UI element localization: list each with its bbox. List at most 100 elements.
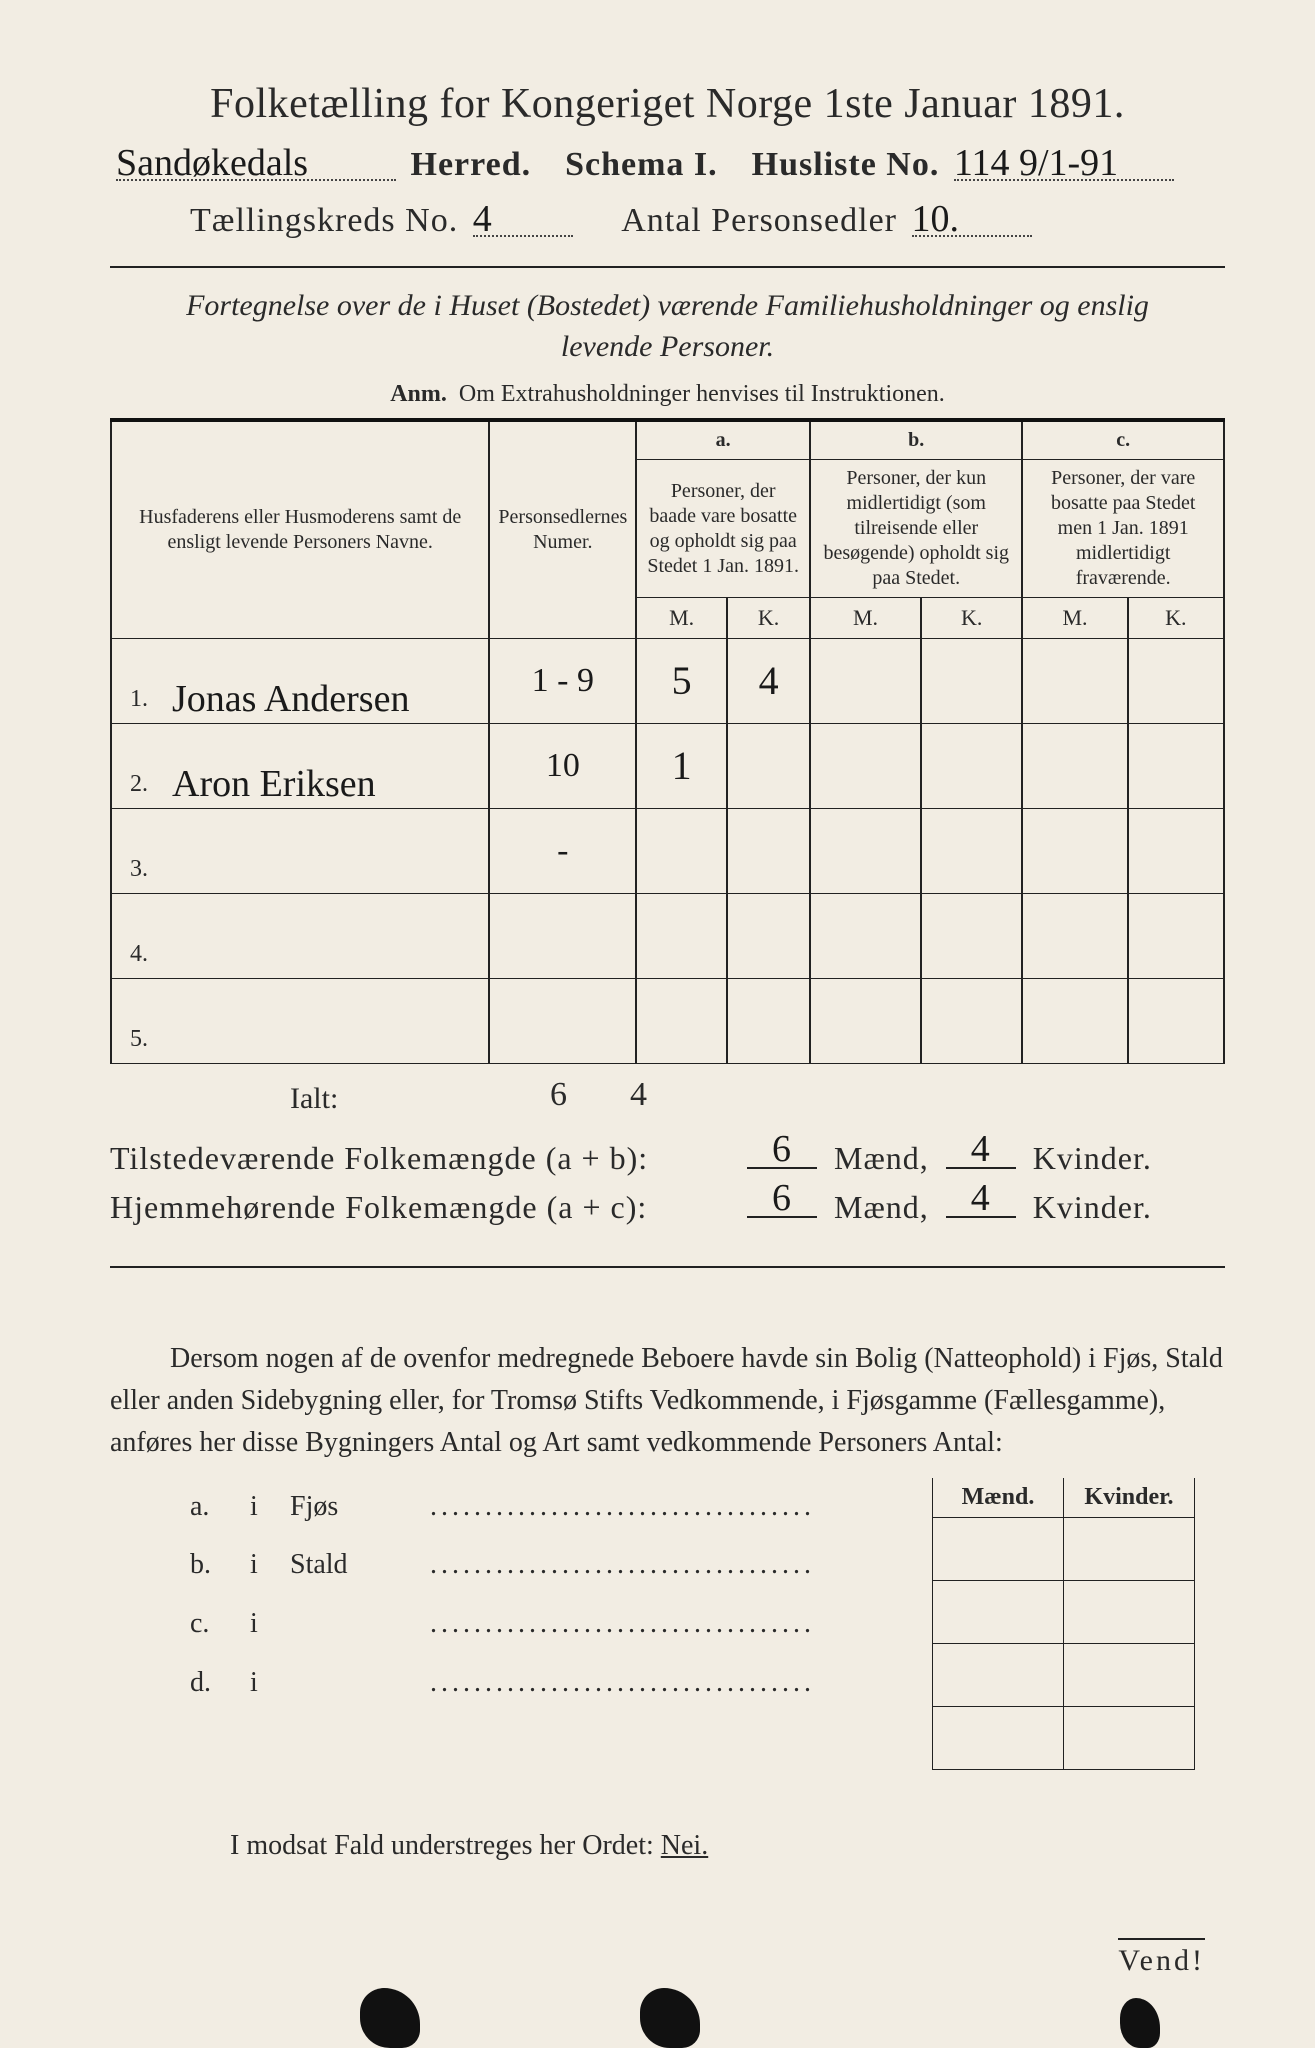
subtitle: Fortegnelse over de i Huset (Bostedet) v… xyxy=(170,286,1165,367)
row-value-cell xyxy=(810,893,921,978)
row-name-cell: 5. xyxy=(111,978,489,1063)
side-buildings-para: Dersom nogen af de ovenfor medregnede Be… xyxy=(110,1338,1225,1464)
row-value-cell xyxy=(727,723,810,808)
col-names: Husfaderens eller Husmoderens samt de en… xyxy=(111,420,489,638)
page-title: Folketælling for Kongeriget Norge 1ste J… xyxy=(110,80,1225,128)
table-row: 3.- xyxy=(111,808,1224,893)
row-value-cell xyxy=(1128,723,1224,808)
col-c-m: M. xyxy=(1022,598,1127,639)
header-line-1: Sandøkedals Herred. Schema I. Husliste N… xyxy=(110,146,1225,184)
tilstede-k: 4 xyxy=(971,1127,991,1171)
row-value-cell xyxy=(1128,978,1224,1063)
lower-list-item: b.iStald................................… xyxy=(190,1536,932,1595)
husliste-label: Husliste No. xyxy=(752,146,940,183)
row-value-cell xyxy=(1128,638,1224,723)
hjemme-label: Hjemmehørende Folkemængde (a + c): xyxy=(110,1189,730,1226)
lower-cell xyxy=(1064,1706,1195,1769)
sum-hjemme: Hjemmehørende Folkemængde (a + c): 6 Mæn… xyxy=(110,1189,1225,1226)
vend-label: Vend! xyxy=(1118,1938,1205,1978)
row-value-cell xyxy=(1022,723,1127,808)
lower-cell xyxy=(933,1643,1064,1706)
page-tear xyxy=(360,1988,420,2048)
ialt-a-k: 4 xyxy=(630,1076,647,1114)
row-value-cell xyxy=(810,808,921,893)
row-value-cell: 1 xyxy=(636,723,727,808)
row-value-cell xyxy=(727,978,810,1063)
row-value-cell xyxy=(489,978,636,1063)
sum-tilstede: Tilstedeværende Folkemængde (a + b): 6 M… xyxy=(110,1140,1225,1177)
header-line-2: Tællingskreds No. 4 Antal Personsedler 1… xyxy=(110,202,1225,240)
lower-cell xyxy=(933,1580,1064,1643)
col-a-m: M. xyxy=(636,598,727,639)
table-row: 4. xyxy=(111,893,1224,978)
maend-word: Mænd, xyxy=(834,1140,929,1176)
row-value-cell: 5 xyxy=(636,638,727,723)
row-value-cell xyxy=(921,978,1022,1063)
lower-list-item: a.iFjøs.................................… xyxy=(190,1478,932,1537)
row-value-cell xyxy=(921,723,1022,808)
lower-kvinder: Kvinder. xyxy=(1064,1478,1195,1518)
col-b-label: b. xyxy=(810,420,1022,460)
lower-section: a.iFjøs.................................… xyxy=(110,1478,1225,1770)
table-row: 2.Aron Eriksen101 xyxy=(111,723,1224,808)
lower-cell xyxy=(1064,1643,1195,1706)
sedler-value: 10. xyxy=(912,197,960,241)
kreds-value: 4 xyxy=(473,197,492,241)
row-value-cell xyxy=(921,808,1022,893)
row-value-cell xyxy=(636,978,727,1063)
census-form-page: Folketælling for Kongeriget Norge 1ste J… xyxy=(0,0,1315,2048)
row-value-cell xyxy=(727,808,810,893)
kreds-label: Tællingskreds No. xyxy=(190,202,458,239)
herred-label: Herred. xyxy=(411,146,532,183)
ialt-line: Ialt: 6 4 xyxy=(110,1082,1225,1128)
row-index: 2. xyxy=(130,771,148,798)
row-value-cell xyxy=(1022,638,1127,723)
row-name-cell: 2.Aron Eriksen xyxy=(111,723,489,808)
row-name-cell: 1.Jonas Andersen xyxy=(111,638,489,723)
col-b-text: Personer, der kun midlertidigt (som tilr… xyxy=(810,460,1022,598)
page-tear xyxy=(1120,1998,1160,2048)
ialt-a-m: 6 xyxy=(550,1076,567,1114)
hjemme-m: 6 xyxy=(772,1176,792,1220)
lower-list-item: c.i................................... xyxy=(190,1595,932,1654)
anm-line: Anm. Om Extrahusholdninger henvises til … xyxy=(110,381,1225,408)
col-sedler: Personsedlernes Numer. xyxy=(489,420,636,638)
row-value-cell xyxy=(1128,893,1224,978)
row-value-cell xyxy=(810,638,921,723)
col-b-m: M. xyxy=(810,598,921,639)
tilstede-label: Tilstedeværende Folkemængde (a + b): xyxy=(110,1140,730,1177)
lower-cell xyxy=(933,1706,1064,1769)
row-value-cell xyxy=(1022,808,1127,893)
row-value-cell: 1 - 9 xyxy=(489,638,636,723)
page-tear xyxy=(640,1988,700,2048)
row-value-cell xyxy=(489,893,636,978)
row-value-cell xyxy=(1022,978,1127,1063)
nei-line: I modsat Fald understreges her Ordet: Ne… xyxy=(110,1830,1225,1862)
row-value-cell xyxy=(636,808,727,893)
col-a-text: Personer, der baade vare bosatte og opho… xyxy=(636,460,810,598)
table-row: 5. xyxy=(111,978,1224,1063)
sedler-label: Antal Personsedler xyxy=(621,202,897,239)
col-a-k: K. xyxy=(727,598,810,639)
schema-label: Schema I. xyxy=(565,146,718,183)
tilstede-m: 6 xyxy=(772,1127,792,1171)
row-value-cell xyxy=(1128,808,1224,893)
lower-cell xyxy=(933,1517,1064,1580)
table-row: 1.Jonas Andersen1 - 954 xyxy=(111,638,1224,723)
husliste-value: 114 9/1-91 xyxy=(954,141,1118,185)
nei-pre: I modsat Fald understreges her Ordet: xyxy=(230,1830,654,1861)
lower-cell xyxy=(1064,1517,1195,1580)
main-table: Husfaderens eller Husmoderens samt de en… xyxy=(110,418,1225,1064)
lower-maend: Mænd. xyxy=(933,1478,1064,1518)
divider xyxy=(110,266,1225,268)
nei-word: Nei. xyxy=(661,1830,708,1861)
col-b-k: K. xyxy=(921,598,1022,639)
row-value-cell xyxy=(810,978,921,1063)
col-c-text: Personer, der vare bosatte paa Stedet me… xyxy=(1022,460,1224,598)
row-person-name: Jonas Andersen xyxy=(172,677,409,721)
col-c-k: K. xyxy=(1128,598,1224,639)
row-value-cell: 4 xyxy=(727,638,810,723)
col-a-label: a. xyxy=(636,420,810,460)
row-value-cell xyxy=(727,893,810,978)
maend-word-2: Mænd, xyxy=(834,1189,929,1225)
